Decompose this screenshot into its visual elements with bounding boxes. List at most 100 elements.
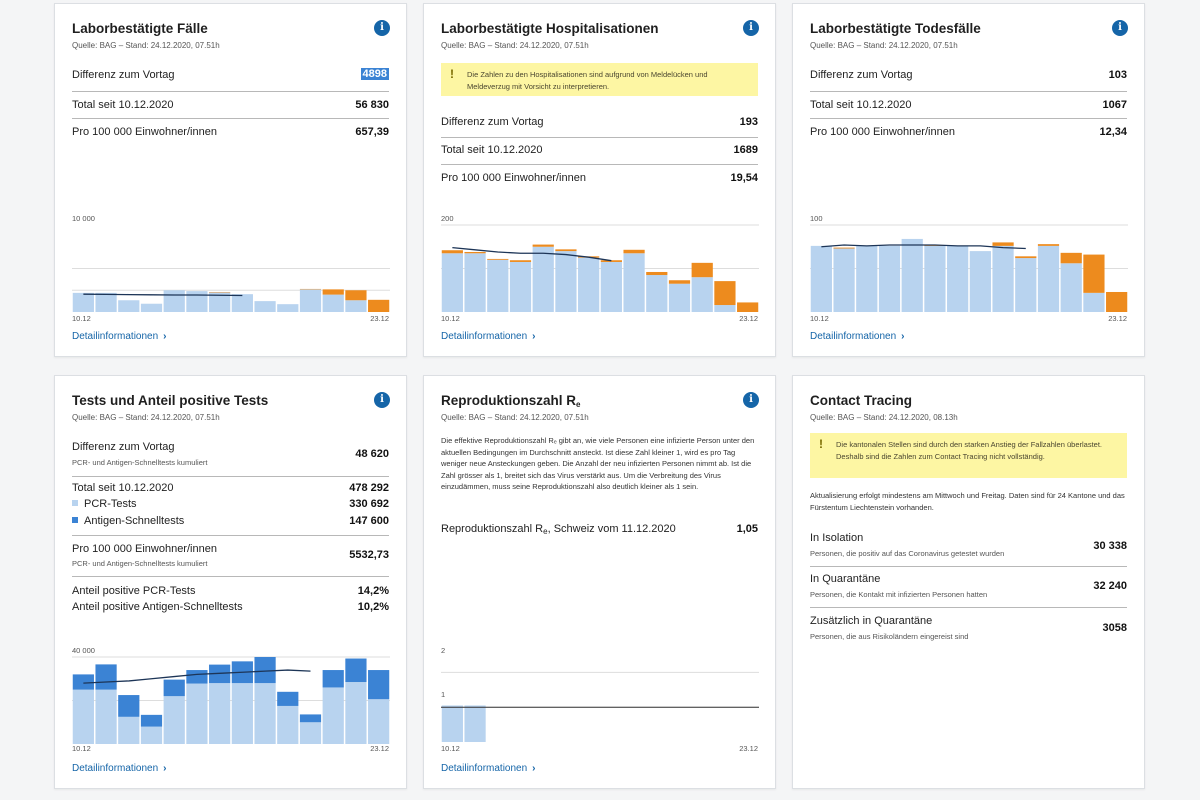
bar[interactable] [487, 259, 509, 312]
bar[interactable] [714, 305, 736, 312]
bar[interactable] [163, 696, 185, 744]
bar-segment[interactable] [714, 281, 736, 306]
bar-segment[interactable] [1037, 244, 1060, 246]
bar-segment[interactable] [95, 664, 117, 690]
bar[interactable] [345, 300, 367, 312]
bar-segment[interactable] [72, 674, 94, 690]
bar[interactable] [277, 304, 299, 312]
bar-segment[interactable] [487, 258, 509, 260]
bar-segment[interactable] [140, 714, 163, 727]
bar[interactable] [532, 246, 554, 312]
bar-segment[interactable] [1060, 252, 1082, 264]
bar-segment[interactable] [277, 691, 299, 706]
bar[interactable] [924, 245, 946, 312]
bar-segment[interactable] [1106, 291, 1128, 312]
bar[interactable] [72, 689, 94, 744]
bar-segment[interactable] [737, 302, 759, 312]
bar-segment[interactable] [992, 242, 1014, 246]
bar[interactable] [441, 253, 463, 312]
bar[interactable] [947, 245, 969, 312]
bar-segment[interactable] [1083, 254, 1105, 293]
bar[interactable] [668, 283, 691, 312]
detail-link[interactable]: Detailinformationen › [441, 763, 536, 774]
bar-segment[interactable] [532, 244, 554, 247]
bar-segment[interactable] [322, 289, 344, 295]
info-icon[interactable]: i [1112, 20, 1128, 36]
bar[interactable] [72, 292, 94, 312]
bar[interactable] [1060, 263, 1082, 312]
bar-segment[interactable] [441, 250, 463, 254]
bar-segment[interactable] [368, 299, 390, 312]
bar[interactable] [555, 251, 577, 312]
bar[interactable] [322, 294, 344, 312]
bar[interactable] [95, 689, 117, 744]
bar[interactable] [231, 294, 253, 312]
bar[interactable] [969, 251, 991, 312]
bar-segment[interactable] [118, 695, 140, 717]
bar[interactable] [1015, 258, 1037, 312]
bar-segment[interactable] [368, 670, 390, 700]
bar[interactable] [299, 289, 322, 312]
bar-segment[interactable] [186, 670, 208, 684]
bar[interactable] [833, 248, 855, 312]
detail-link[interactable]: Detailinformationen › [810, 331, 905, 342]
bar[interactable] [277, 705, 299, 744]
info-icon[interactable]: i [374, 392, 390, 408]
bar[interactable] [1083, 292, 1105, 312]
bar[interactable] [600, 261, 622, 312]
bar[interactable] [118, 716, 140, 744]
bar-segment[interactable] [691, 262, 713, 278]
bar[interactable] [186, 291, 208, 312]
bar-segment[interactable] [299, 714, 322, 723]
bar-segment[interactable] [623, 249, 645, 254]
bar-segment[interactable] [833, 247, 855, 249]
bar[interactable] [992, 245, 1014, 312]
bar-segment[interactable] [345, 290, 367, 301]
bar[interactable] [691, 277, 713, 312]
bar-segment[interactable] [668, 280, 691, 284]
bar[interactable] [209, 683, 231, 744]
bar[interactable] [186, 683, 208, 744]
info-icon[interactable]: i [743, 20, 759, 36]
bar[interactable] [509, 261, 532, 312]
bar[interactable] [254, 683, 276, 744]
bar[interactable] [345, 682, 367, 744]
bar[interactable] [163, 290, 185, 312]
bar[interactable] [810, 245, 832, 312]
bar[interactable] [299, 722, 322, 744]
bar[interactable] [368, 699, 390, 744]
bar[interactable] [878, 245, 901, 312]
bar-segment[interactable] [345, 658, 367, 683]
bar[interactable] [118, 300, 140, 312]
bar-segment[interactable] [163, 679, 185, 697]
bar-segment[interactable] [555, 249, 577, 252]
bar[interactable] [231, 683, 253, 744]
info-icon[interactable]: i [743, 392, 759, 408]
bar-segment[interactable] [646, 271, 668, 276]
bar[interactable] [623, 253, 645, 312]
detail-link[interactable]: Detailinformationen › [72, 763, 167, 774]
bar-segment[interactable] [600, 260, 622, 262]
detail-link[interactable]: Detailinformationen › [72, 331, 167, 342]
bar[interactable] [464, 705, 486, 742]
bar[interactable] [901, 238, 923, 312]
bar[interactable] [209, 292, 231, 312]
bar[interactable] [140, 303, 163, 312]
bar[interactable] [322, 687, 344, 744]
bar-segment[interactable] [464, 251, 486, 254]
bar[interactable] [441, 705, 463, 742]
bar[interactable] [140, 726, 163, 744]
bar[interactable] [464, 253, 486, 312]
bar[interactable] [578, 257, 600, 312]
info-icon[interactable]: i [374, 20, 390, 36]
bar-segment[interactable] [509, 260, 532, 262]
bar-segment[interactable] [322, 670, 344, 688]
bar-segment[interactable] [254, 657, 276, 684]
detail-link[interactable]: Detailinformationen › [441, 331, 536, 342]
bar[interactable] [856, 245, 878, 312]
bar[interactable] [1037, 245, 1060, 312]
bar[interactable] [95, 292, 117, 312]
bar[interactable] [254, 301, 276, 312]
bar[interactable] [646, 275, 668, 312]
bar-segment[interactable] [1015, 256, 1037, 259]
